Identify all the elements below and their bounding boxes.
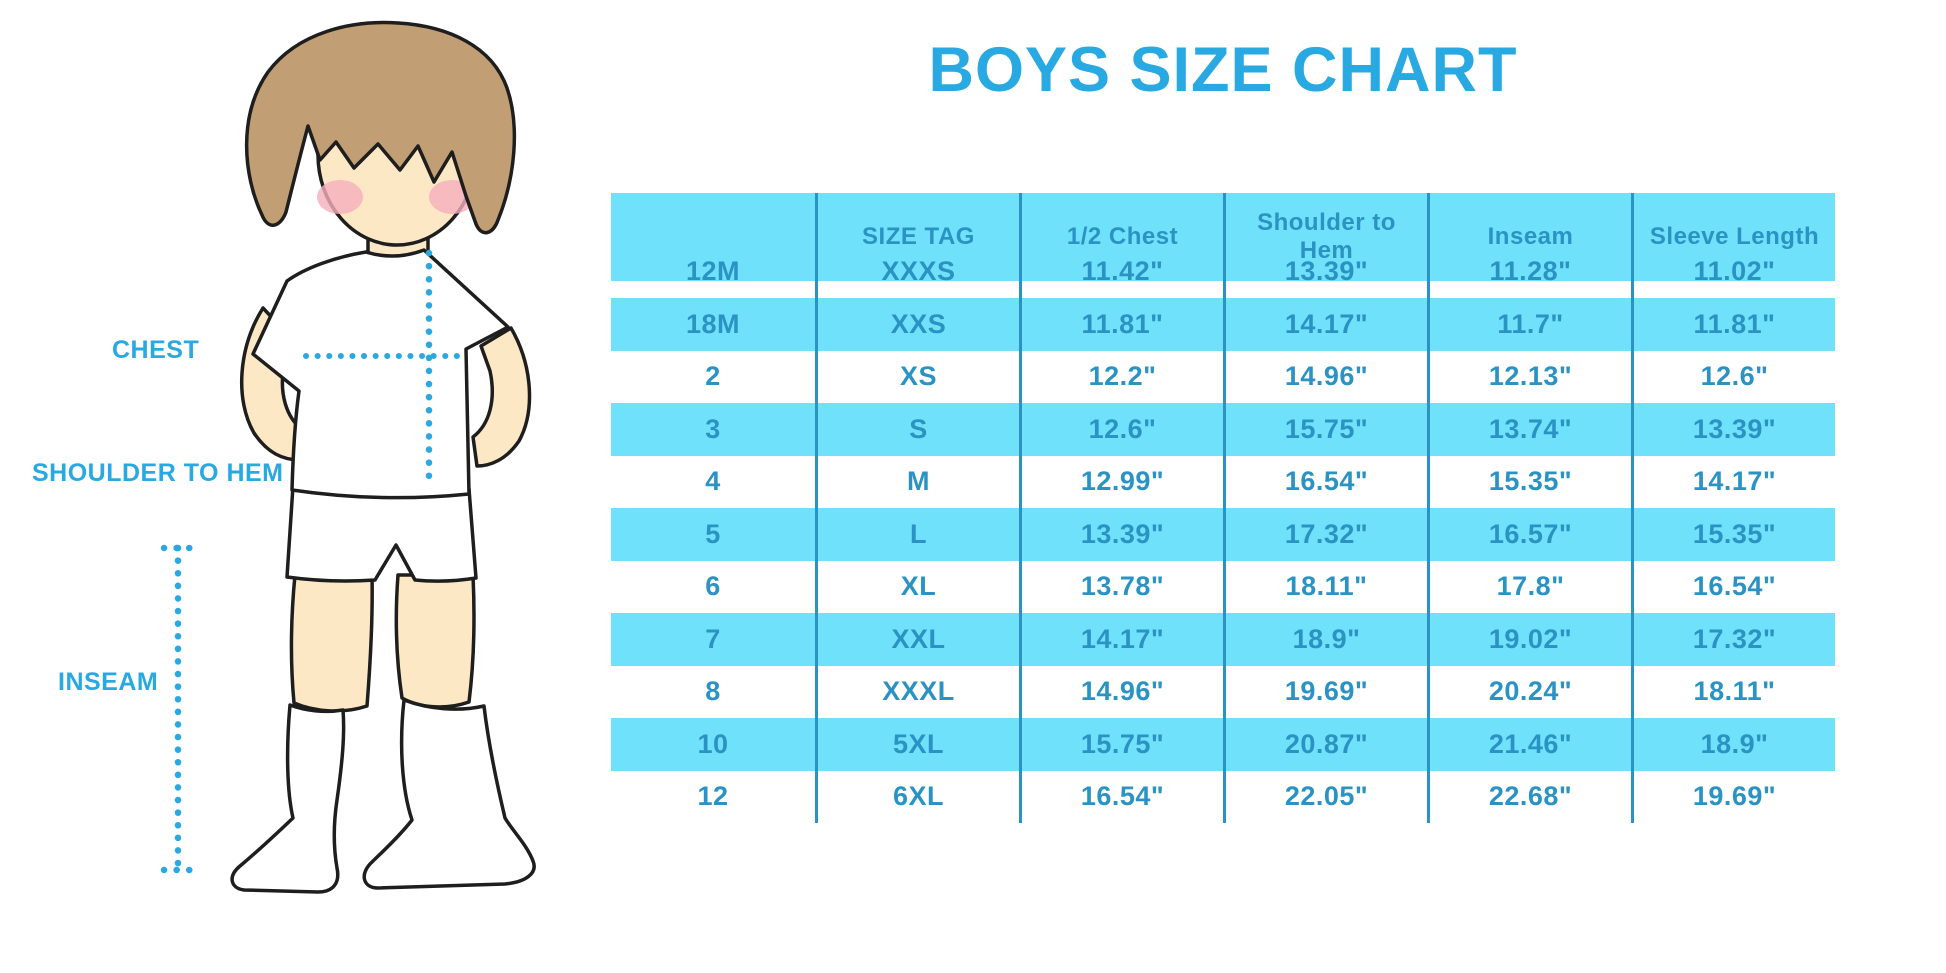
table-cell: 11.28"	[1427, 245, 1631, 298]
header-size-tag: SIZE TAG	[815, 193, 1019, 281]
table-cell: 16.57"	[1427, 508, 1631, 561]
table-cell: 15.75"	[1223, 403, 1427, 456]
table-cell: 15.35"	[1631, 508, 1835, 561]
table-cell: 13.39"	[1631, 403, 1835, 456]
table-cell: M	[815, 455, 1019, 508]
table-cell: XXL	[815, 613, 1019, 666]
table-cell: 18.9"	[1223, 613, 1427, 666]
right-sock	[362, 698, 536, 890]
table-cell: 16.54"	[1019, 770, 1223, 823]
table-cell: 19.02"	[1427, 613, 1631, 666]
size-cell: 4	[705, 466, 721, 497]
left-sock	[230, 703, 346, 894]
table-cell: XXXL	[815, 665, 1019, 718]
right-leg	[394, 573, 476, 709]
table-cell: 20.87"	[1223, 718, 1427, 771]
left-blush	[317, 180, 363, 214]
table-cell: S	[815, 403, 1019, 456]
size-cell: 3	[611, 403, 815, 456]
table-cell: 14.17"	[1223, 298, 1427, 351]
table-cell: 13.39"	[1223, 245, 1427, 298]
table-cell: 11.81"	[1631, 298, 1835, 351]
table-cell: 17.8"	[1427, 560, 1631, 613]
table-cell: XXXS	[815, 245, 1019, 298]
table-cell: XXS	[815, 298, 1019, 351]
table-cell: 13.78"	[1019, 560, 1223, 613]
size-cell: 6	[705, 571, 721, 602]
table-cell: 14.96"	[1223, 350, 1427, 403]
table-cell: 12.13"	[1427, 350, 1631, 403]
t-shirt	[251, 248, 510, 500]
table-cell: 12.2"	[1019, 350, 1223, 403]
size-cell: 10	[611, 718, 815, 771]
table-cell: 15.35"	[1427, 455, 1631, 508]
size-cell: 12M	[685, 256, 741, 287]
table-cell: 5XL	[815, 718, 1019, 771]
table-cell: 14.96"	[1019, 665, 1223, 718]
table-cell: 14.17"	[1631, 455, 1835, 508]
table-cell: 13.39"	[1019, 508, 1223, 561]
table-cell: 18.9"	[1631, 718, 1835, 771]
table-cell: L	[815, 508, 1019, 561]
header-half-chest: 1/2 Chest	[1019, 193, 1223, 281]
size-cell: 2	[705, 361, 721, 392]
table-cell: 20.24"	[1427, 665, 1631, 718]
table-cell: 12.6"	[1019, 403, 1223, 456]
table-cell: 17.32"	[1223, 508, 1427, 561]
table-cell: 12.99"	[1019, 455, 1223, 508]
table-cell: 22.68"	[1427, 770, 1631, 823]
table-cell: 11.7"	[1427, 298, 1631, 351]
table-cell: 13.74"	[1427, 403, 1631, 456]
size-chart-table: SIZE TAG 1/2 Chest Shoulder to Hem Insea…	[611, 193, 1835, 823]
table-cell: 17.32"	[1631, 613, 1835, 666]
size-cell: 18M	[611, 298, 815, 351]
hair	[244, 20, 517, 235]
table-cell: 11.42"	[1019, 245, 1223, 298]
table-cell: 18.11"	[1223, 560, 1427, 613]
chest-label: CHEST	[112, 336, 200, 364]
shoulder-to-hem-label: SHOULDER TO HEM	[32, 459, 284, 487]
left-leg	[289, 573, 374, 713]
table-cell: 19.69"	[1631, 770, 1835, 823]
size-cell: 12	[697, 781, 729, 812]
page-title: BOYS SIZE CHART	[928, 35, 1518, 105]
boy-illustration	[160, 20, 536, 894]
table-cell: 22.05"	[1223, 770, 1427, 823]
table-cell: 19.69"	[1223, 665, 1427, 718]
header-inseam: Inseam	[1427, 193, 1631, 281]
table-cell: 12.6"	[1631, 350, 1835, 403]
size-cell: 8	[705, 676, 721, 707]
table-cell: 11.81"	[1019, 298, 1223, 351]
right-arm	[471, 326, 532, 468]
inseam-label: INSEAM	[58, 668, 159, 696]
table-cell: 6XL	[815, 770, 1019, 823]
table-cell: 21.46"	[1427, 718, 1631, 771]
table-cell: 15.75"	[1019, 718, 1223, 771]
table-cell: 16.54"	[1223, 455, 1427, 508]
table-cell: 16.54"	[1631, 560, 1835, 613]
size-cell: 7	[611, 613, 815, 666]
shorts	[285, 484, 478, 583]
table-cell: 11.02"	[1631, 245, 1835, 298]
table-cell: XS	[815, 350, 1019, 403]
size-cell: 5	[611, 508, 815, 561]
table-cell: 18.11"	[1631, 665, 1835, 718]
header-sleeve-length: Sleeve Length	[1631, 193, 1835, 281]
table-cell: XL	[815, 560, 1019, 613]
table-cell: 14.17"	[1019, 613, 1223, 666]
header-shoulder-to-hem: Shoulder to Hem	[1223, 193, 1427, 281]
header-blank	[611, 193, 815, 281]
